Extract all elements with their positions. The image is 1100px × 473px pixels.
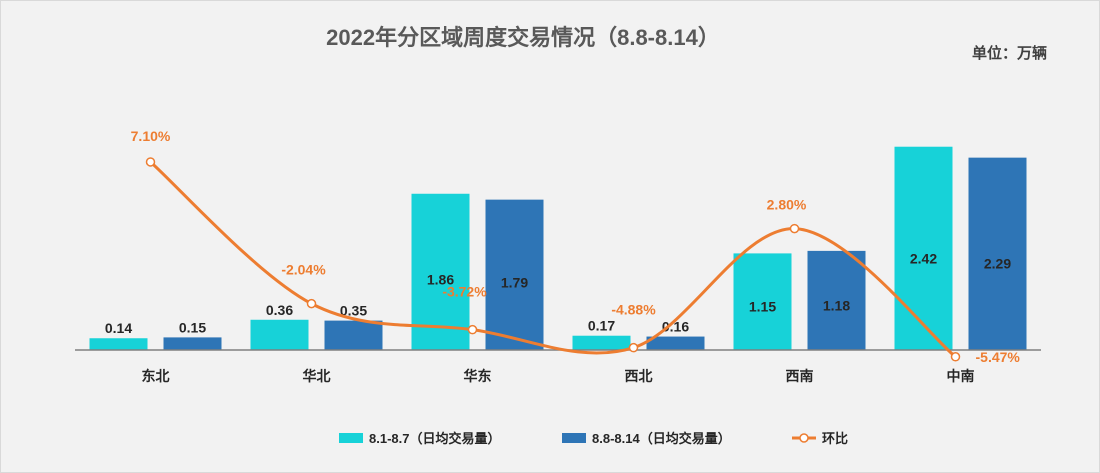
category-label: 华东 <box>464 368 492 384</box>
line-value-label: -2.04% <box>281 262 326 278</box>
bar <box>646 336 705 350</box>
chart-title: 2022年分区域周度交易情况（8.8-8.14） <box>326 25 720 50</box>
category-label: 华北 <box>303 368 331 384</box>
line-value-label: 7.10% <box>131 128 171 144</box>
legend: 8.1-8.7（日均交易量） 8.8-8.14（日均交易量） 环比 <box>339 431 848 446</box>
bar-value-label: 1.86 <box>427 272 454 288</box>
category-label: 东北 <box>142 368 170 384</box>
bar-value-label: 2.29 <box>984 255 1011 271</box>
bar <box>324 320 383 350</box>
bar-value-label: 0.16 <box>662 319 689 335</box>
category-labels: 东北 华北 华东 西北 西南 中南 <box>142 368 975 384</box>
bar-value-label: 0.35 <box>340 303 367 319</box>
bar <box>411 193 470 350</box>
bar <box>807 250 866 350</box>
line-point <box>789 223 800 234</box>
bar-value-label: 0.15 <box>179 319 206 335</box>
category-label: 中南 <box>947 368 975 384</box>
bar-value-label: 0.36 <box>266 302 293 318</box>
bar-value-label: 1.18 <box>823 297 850 313</box>
bar <box>733 253 792 350</box>
bar-value-label: 2.42 <box>910 251 937 267</box>
bar <box>250 319 309 350</box>
line-point <box>145 157 156 167</box>
category-label: 西南 <box>786 368 814 384</box>
line-point <box>306 298 317 309</box>
bar-value-label: 0.17 <box>588 318 615 334</box>
legend-label: 8.1-8.7（日均交易量） <box>369 431 500 446</box>
category-label: 西北 <box>625 368 653 384</box>
line-value-label: -3.72% <box>442 284 487 300</box>
unit-label: 单位：万辆 <box>972 44 1047 62</box>
bar <box>89 338 148 350</box>
bar-value-label: 1.79 <box>501 274 528 290</box>
legend-label: 环比 <box>822 431 848 446</box>
bar <box>485 199 544 350</box>
legend-label: 8.8-8.14（日均交易量） <box>592 431 731 446</box>
bar-value-label: 1.15 <box>749 299 776 315</box>
line-value-label: -4.88% <box>611 302 656 318</box>
line-point <box>467 324 478 335</box>
bar-value-label: 0.14 <box>105 320 132 336</box>
bar <box>572 335 631 350</box>
line-series-group: 7.10% -2.04% -3.72% -4.88% 2.80% -5.47% <box>131 128 1021 365</box>
line-point <box>628 342 639 353</box>
line-value-label: 2.80% <box>767 197 807 213</box>
bar <box>894 146 953 350</box>
line-point <box>950 352 961 362</box>
legend-swatch <box>562 433 586 443</box>
bars-group: 0.14 0.36 1.86 0.17 1.15 2.42 0.15 0.35 1.79 0.16… <box>89 146 1027 350</box>
line-value-label: -5.47% <box>976 349 1021 365</box>
bar <box>968 157 1027 350</box>
legend-swatch <box>339 433 363 443</box>
legend-marker <box>799 433 809 443</box>
trend-line <box>149 160 957 358</box>
bar <box>163 337 222 350</box>
